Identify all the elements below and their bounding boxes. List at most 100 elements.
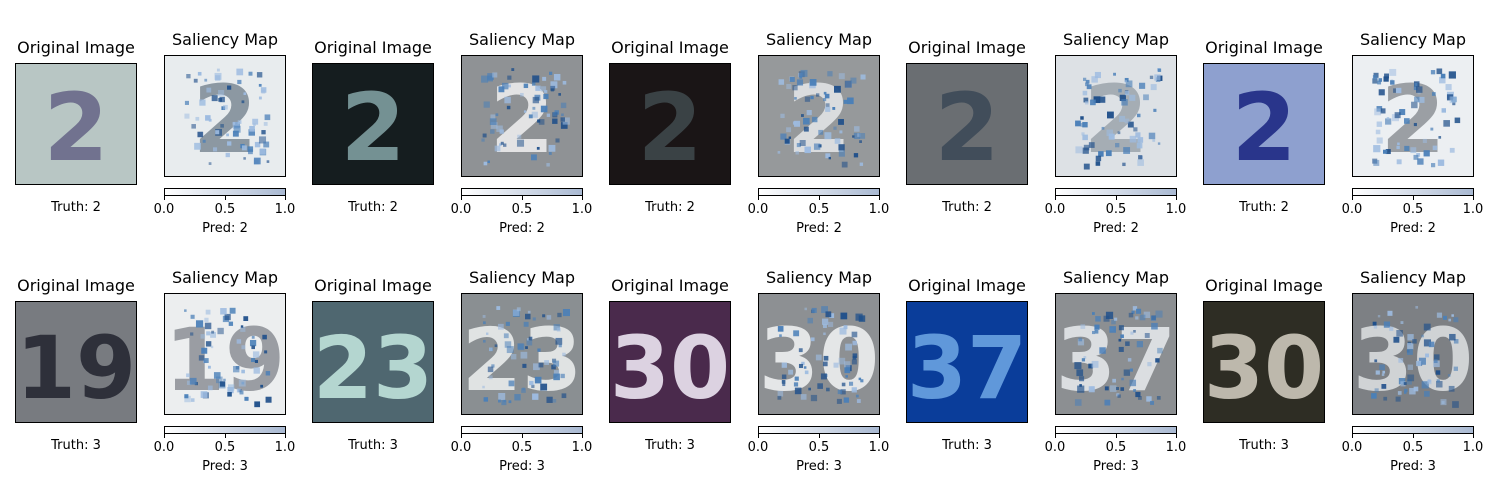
colorbar-tick-label: 0.5 xyxy=(808,202,830,217)
truth-label: Truth: 2 xyxy=(942,200,992,215)
pred-label: Pred: 3 xyxy=(1093,459,1139,474)
svg-text:23: 23 xyxy=(313,319,433,419)
colorbar-tick xyxy=(1116,434,1117,438)
truth-label: Truth: 3 xyxy=(1239,438,1289,453)
colorbar-tick xyxy=(522,434,523,438)
colorbar-tick xyxy=(1352,434,1353,438)
colorbar-tick xyxy=(758,434,759,438)
saliency-map: 30 xyxy=(1352,293,1474,415)
colorbar-tick-label: 0.0 xyxy=(1044,202,1066,217)
pred-label: Pred: 3 xyxy=(202,459,248,474)
colorbar-tick xyxy=(819,196,820,200)
saliency-map: 2 xyxy=(164,55,286,177)
colorbar-tick-label: 1.0 xyxy=(571,202,593,217)
colorbar-tick-label: 1.0 xyxy=(274,202,296,217)
original-image: 19 xyxy=(15,301,137,423)
svg-text:2: 2 xyxy=(192,66,257,175)
svg-text:2: 2 xyxy=(1083,66,1148,175)
colorbar-tick-label: 1.0 xyxy=(1165,202,1187,217)
original-image: 2 xyxy=(1203,63,1325,185)
colorbar-tick-label: 1.0 xyxy=(868,202,890,217)
colorbar-tick xyxy=(819,434,820,438)
saliency-colorbar xyxy=(1352,188,1474,196)
colorbar-tick xyxy=(285,434,286,438)
colorbar-tick xyxy=(164,196,165,200)
saliency-colorbar xyxy=(164,188,286,196)
saliency-map: 30 xyxy=(758,293,880,415)
saliency-map-title: Saliency Map xyxy=(766,30,872,49)
colorbar-tick xyxy=(1176,434,1177,438)
colorbar-tick-label: 0.0 xyxy=(1341,440,1363,455)
pred-label: Pred: 2 xyxy=(202,221,248,236)
saliency-colorbar xyxy=(164,426,286,434)
colorbar-tick xyxy=(225,196,226,200)
svg-text:37: 37 xyxy=(907,319,1027,419)
colorbar-tick xyxy=(285,196,286,200)
saliency-colorbar xyxy=(1055,426,1177,434)
original-image-title: Original Image xyxy=(1205,38,1323,57)
colorbar-tick-label: 0.0 xyxy=(153,202,175,217)
svg-text:30: 30 xyxy=(1204,319,1324,419)
svg-text:2: 2 xyxy=(934,74,999,183)
colorbar-tick xyxy=(879,196,880,200)
pred-label: Pred: 2 xyxy=(796,221,842,236)
pred-label: Pred: 2 xyxy=(1390,221,1436,236)
colorbar-tick-label: 0.5 xyxy=(1105,440,1127,455)
saliency-map-title: Saliency Map xyxy=(172,30,278,49)
saliency-map: 2 xyxy=(1055,55,1177,177)
truth-label: Truth: 2 xyxy=(51,200,101,215)
colorbar-tick xyxy=(461,196,462,200)
original-image: 2 xyxy=(906,63,1028,185)
svg-text:19: 19 xyxy=(16,319,136,419)
colorbar-tick-label: 0.0 xyxy=(153,440,175,455)
saliency-map-title: Saliency Map xyxy=(1063,30,1169,49)
colorbar-tick-label: 0.5 xyxy=(808,440,830,455)
saliency-map-title: Saliency Map xyxy=(766,268,872,287)
colorbar-tick-label: 1.0 xyxy=(868,440,890,455)
colorbar-tick-label: 1.0 xyxy=(1165,440,1187,455)
truth-label: Truth: 3 xyxy=(51,438,101,453)
svg-text:2: 2 xyxy=(489,66,554,175)
pred-label: Pred: 3 xyxy=(499,459,545,474)
original-image: 2 xyxy=(609,63,731,185)
colorbar-tick-label: 0.5 xyxy=(511,440,533,455)
original-image-title: Original Image xyxy=(17,276,135,295)
original-image-title: Original Image xyxy=(17,38,135,57)
colorbar-tick xyxy=(164,434,165,438)
colorbar-tick-label: 0.0 xyxy=(1044,440,1066,455)
colorbar-tick-label: 0.5 xyxy=(1105,202,1127,217)
saliency-map: 23 xyxy=(461,293,583,415)
saliency-map: 2 xyxy=(461,55,583,177)
truth-label: Truth: 3 xyxy=(348,438,398,453)
original-image-title: Original Image xyxy=(314,276,432,295)
saliency-map-title: Saliency Map xyxy=(172,268,278,287)
truth-label: Truth: 2 xyxy=(1239,200,1289,215)
saliency-colorbar xyxy=(461,188,583,196)
colorbar-tick xyxy=(1413,434,1414,438)
truth-label: Truth: 3 xyxy=(645,438,695,453)
colorbar-tick-label: 0.0 xyxy=(450,440,472,455)
colorbar-tick-label: 0.5 xyxy=(1402,440,1424,455)
original-image: 2 xyxy=(15,63,137,185)
saliency-map: 2 xyxy=(1352,55,1474,177)
original-image: 30 xyxy=(609,301,731,423)
saliency-colorbar xyxy=(1352,426,1474,434)
colorbar-tick-label: 1.0 xyxy=(1462,440,1484,455)
original-image: 30 xyxy=(1203,301,1325,423)
colorbar-tick-label: 0.0 xyxy=(747,440,769,455)
colorbar-tick xyxy=(582,434,583,438)
original-image: 23 xyxy=(312,301,434,423)
svg-text:19: 19 xyxy=(165,311,285,411)
saliency-map-title: Saliency Map xyxy=(1063,268,1169,287)
pred-label: Pred: 2 xyxy=(499,221,545,236)
colorbar-tick xyxy=(879,434,880,438)
svg-text:30: 30 xyxy=(1353,311,1473,411)
original-image-title: Original Image xyxy=(1205,276,1323,295)
original-image: 2 xyxy=(312,63,434,185)
colorbar-tick-label: 0.0 xyxy=(747,202,769,217)
colorbar-tick xyxy=(758,196,759,200)
colorbar-tick xyxy=(1116,196,1117,200)
colorbar-tick xyxy=(1055,434,1056,438)
svg-text:2: 2 xyxy=(1231,74,1296,183)
original-image-title: Original Image xyxy=(908,38,1026,57)
